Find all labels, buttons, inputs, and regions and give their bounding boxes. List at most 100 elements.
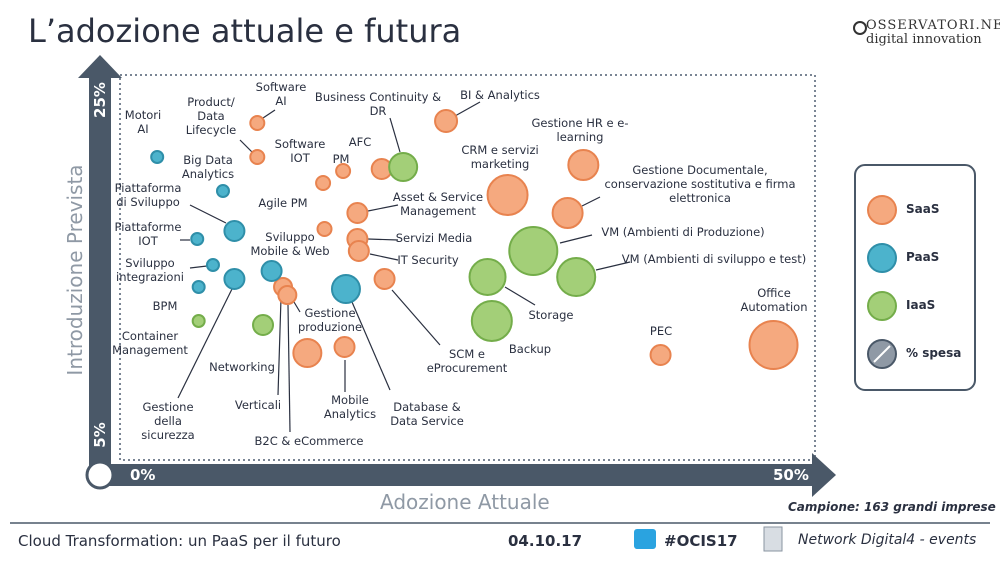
- bubble-label: BPM: [152, 299, 178, 313]
- bubble-label: Database & Data Service: [390, 400, 464, 428]
- bubble-label: Agile PM: [258, 196, 308, 210]
- bubble-label: Software IOT: [274, 137, 326, 165]
- footer-right: Network Digital4 - events: [798, 532, 977, 548]
- y-axis-label: Introduzione Prevista: [63, 164, 87, 376]
- legend-marker: [867, 291, 897, 321]
- logo-text: OSSERVATORI.NET: [866, 18, 1000, 33]
- bubble: [346, 202, 369, 224]
- bubble-label: Storage: [528, 308, 574, 322]
- bubble: [468, 258, 507, 296]
- bubble-label: Motori AI: [124, 108, 162, 136]
- bubble: [567, 149, 600, 181]
- bubble: [748, 320, 799, 370]
- bubble-label: Product/ Data Lifecycle: [185, 95, 237, 137]
- bubble: [191, 314, 206, 328]
- footer-left: Cloud Transformation: un PaaS per il fut…: [18, 532, 341, 550]
- bubble-label: Software AI: [255, 80, 307, 108]
- leader-line: [581, 196, 601, 207]
- bubble: [470, 300, 513, 342]
- bubble: [434, 109, 459, 133]
- leader-line: [189, 204, 227, 224]
- title: L’adozione attuale e futura: [28, 12, 462, 50]
- bubble-label: Backup: [508, 342, 552, 356]
- footer-date: 04.10.17: [508, 532, 583, 550]
- bubble: [223, 220, 246, 242]
- leader-line: [293, 301, 301, 313]
- bubble-label: IT Security: [397, 253, 459, 267]
- bubble: [205, 258, 220, 272]
- legend-marker: [867, 243, 897, 273]
- leader-line: [277, 297, 282, 396]
- bubble: [292, 338, 323, 368]
- bubble-label: Gestione produzione: [297, 306, 363, 334]
- y-axis-arrowhead: [78, 55, 122, 78]
- leader-line: [239, 139, 253, 153]
- x-axis-arrow: [100, 464, 813, 486]
- bubble-label: Business Continuity & DR: [314, 90, 442, 118]
- leader-line: [595, 261, 631, 271]
- leader-line: [351, 301, 391, 391]
- bubble: [260, 260, 283, 282]
- bubble-label: AFC: [348, 135, 372, 149]
- footer-hashtag: #OCIS17: [664, 532, 738, 550]
- bubble: [249, 115, 266, 131]
- bubble-label: Big Data Analytics: [181, 153, 235, 181]
- bubble: [649, 344, 672, 366]
- leader-line: [367, 204, 399, 212]
- bubble: [508, 226, 559, 276]
- bubble: [223, 268, 246, 290]
- bubble-label: Office Automation: [740, 286, 808, 314]
- bubble-label: B2C & eCommerce: [254, 434, 364, 448]
- leader-line: [262, 109, 276, 119]
- bubble: [191, 280, 206, 294]
- legend-marker: [867, 195, 897, 225]
- origin: [85, 460, 115, 490]
- x-tick-label: 0%: [130, 466, 156, 484]
- bubble-label: Verticali: [234, 398, 282, 412]
- bubble: [335, 163, 352, 179]
- x-tick-label: 50%: [773, 466, 809, 484]
- leader-line: [189, 265, 208, 269]
- bubble-label: Asset & Service Management: [392, 190, 484, 218]
- leader-line: [504, 286, 536, 306]
- bubble: [333, 336, 356, 358]
- bubble: [551, 197, 584, 229]
- leader-line: [287, 304, 291, 433]
- bubble: [330, 274, 361, 304]
- bubble-label: PEC: [649, 324, 673, 338]
- bubble-label: Networking: [209, 360, 275, 374]
- bubble-label: Gestione della sicurezza: [141, 400, 195, 442]
- bubble: [315, 175, 332, 191]
- x-axis-label: Adozione Attuale: [380, 490, 550, 514]
- bubble-label: CRM e servizi marketing: [461, 143, 539, 171]
- bubble-label: VM (Ambienti di sviluppo e test): [621, 252, 807, 266]
- bubble-label: Sviluppo Mobile & Web: [250, 230, 330, 258]
- bubble-label: Piattaforme IOT: [114, 220, 182, 248]
- bubble-label: Sviluppo integrazioni: [116, 256, 184, 284]
- leader-line: [369, 253, 399, 261]
- leader-line: [454, 101, 481, 117]
- bubble: [252, 314, 275, 336]
- leader-line: [177, 288, 233, 399]
- bubble: [277, 285, 298, 305]
- leader-line: [367, 238, 399, 241]
- bubble: [249, 149, 266, 165]
- leader-line: [559, 234, 593, 244]
- bubble: [150, 150, 165, 164]
- y-tick-label: 25%: [91, 82, 109, 118]
- y-axis-arrow: [89, 74, 111, 475]
- events-icon: [763, 526, 783, 552]
- bubble-label: VM (Ambienti di Produzione): [601, 225, 765, 239]
- bubble: [556, 257, 597, 297]
- twitter-icon: [634, 529, 656, 549]
- bubble: [347, 240, 370, 262]
- size-legend-arrow: [873, 345, 891, 363]
- bubble: [388, 152, 419, 182]
- bubble-label: PM: [332, 152, 350, 166]
- bubble-label: Gestione HR e e- learning: [531, 116, 629, 144]
- legend-label: SaaS: [906, 202, 940, 216]
- legend-label: IaaS: [906, 298, 936, 312]
- logo-mark: [853, 21, 867, 35]
